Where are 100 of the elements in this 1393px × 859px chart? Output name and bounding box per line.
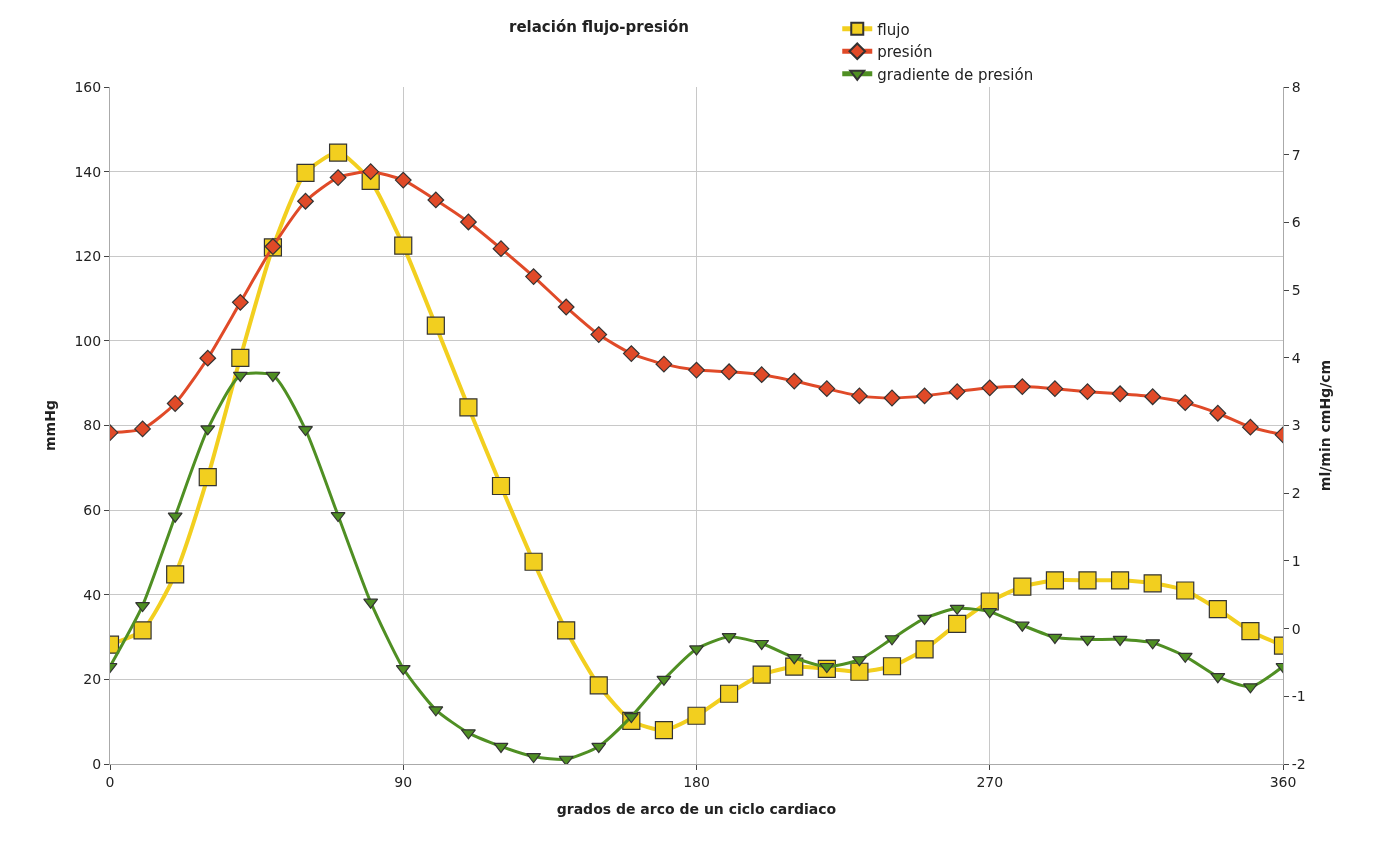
y-tick-label: 0: [92, 755, 102, 772]
y2-tick-label: 5: [1291, 282, 1301, 298]
x-tick-label: 180: [683, 773, 710, 790]
y2-tick-label: -1: [1291, 688, 1306, 705]
y2-tick-label: 7: [1291, 146, 1301, 163]
point: [1176, 394, 1194, 412]
point: [916, 387, 933, 405]
y2-tick-label: 6: [1291, 214, 1301, 231]
point: [1242, 418, 1259, 436]
point: [524, 552, 543, 571]
y2-tick-label: 1: [1291, 552, 1301, 569]
point: [948, 383, 966, 401]
y-tick-label: 40: [83, 586, 102, 603]
x-axis-title: grados de arco de un ciclo cardiaco: [556, 801, 837, 818]
point: [688, 361, 705, 379]
legend-label: presión: [877, 43, 933, 62]
point: [296, 163, 315, 182]
point: [491, 476, 511, 496]
point: [1111, 385, 1129, 403]
point: [1046, 380, 1064, 398]
point: [460, 213, 477, 231]
point: [133, 621, 152, 640]
y2-tick-label: 3: [1291, 417, 1301, 434]
point: [166, 395, 184, 412]
point: [394, 171, 412, 189]
y-tick-label: 120: [74, 248, 102, 265]
point: [851, 387, 868, 405]
y-tick-label: 20: [83, 671, 102, 688]
point: [199, 349, 217, 367]
point: [394, 236, 413, 255]
y2-tick-label: -2: [1291, 755, 1306, 772]
legend-label: gradiente de presión: [877, 65, 1034, 84]
point: [231, 348, 250, 367]
point: [1079, 383, 1096, 401]
point: [654, 721, 674, 740]
y2-tick-label: 0: [1291, 620, 1301, 637]
point: [1208, 600, 1227, 619]
y-tick-label: 160: [74, 78, 102, 95]
point: [687, 706, 706, 725]
x-tick-label: 0: [105, 773, 115, 790]
point: [1176, 581, 1195, 600]
y2-tick-label: 8: [1291, 78, 1301, 95]
point: [818, 380, 836, 398]
point: [557, 298, 575, 316]
point: [427, 191, 445, 209]
point: [1112, 635, 1128, 647]
point: [1144, 388, 1162, 406]
point: [557, 621, 576, 640]
y-tick-label: 60: [83, 502, 102, 519]
point: [297, 192, 314, 210]
point: [330, 511, 346, 523]
point: [589, 676, 608, 695]
point: [1013, 577, 1032, 596]
point: [622, 345, 640, 362]
point: [785, 372, 803, 390]
y2-tick-label: 2: [1291, 485, 1301, 502]
point: [1110, 571, 1130, 590]
point: [297, 425, 314, 437]
point: [362, 163, 380, 181]
y-tick-label: 80: [83, 417, 102, 434]
point: [819, 662, 835, 674]
point: [1045, 571, 1065, 590]
point: [720, 363, 738, 381]
point: [525, 268, 542, 285]
point: [426, 316, 445, 335]
point: [882, 657, 902, 676]
point: [719, 684, 739, 703]
point: [231, 293, 249, 311]
chart-title: relación flujo-presión: [509, 17, 689, 36]
point: [753, 366, 771, 384]
point: [329, 169, 347, 186]
y2-axis-title: ml/min cmHg/cm: [1317, 359, 1334, 492]
point: [917, 614, 933, 626]
point: [981, 379, 999, 397]
y-axis-title: mmHg: [42, 400, 59, 451]
legend-label: flujo: [877, 20, 910, 39]
point: [948, 614, 967, 634]
point: [1079, 635, 1096, 647]
y2-tick-label: 4: [1291, 349, 1301, 366]
point: [850, 662, 869, 681]
point: [166, 565, 185, 584]
point: [590, 326, 608, 343]
point: [1078, 571, 1097, 590]
point: [752, 665, 771, 684]
point: [1209, 404, 1227, 422]
x-tick-label: 270: [976, 773, 1004, 790]
point: [198, 468, 217, 487]
y-tick-label: 140: [74, 163, 102, 180]
point: [395, 664, 411, 676]
point: [655, 355, 673, 373]
point: [1143, 574, 1162, 593]
point: [1013, 378, 1031, 395]
y-tick-label: 100: [74, 332, 102, 349]
x-tick-label: 360: [1269, 773, 1297, 790]
point: [135, 601, 151, 613]
point: [459, 398, 478, 417]
x-tick-label: 90: [394, 773, 413, 790]
point: [328, 143, 348, 162]
point: [754, 639, 770, 651]
point: [526, 752, 542, 764]
